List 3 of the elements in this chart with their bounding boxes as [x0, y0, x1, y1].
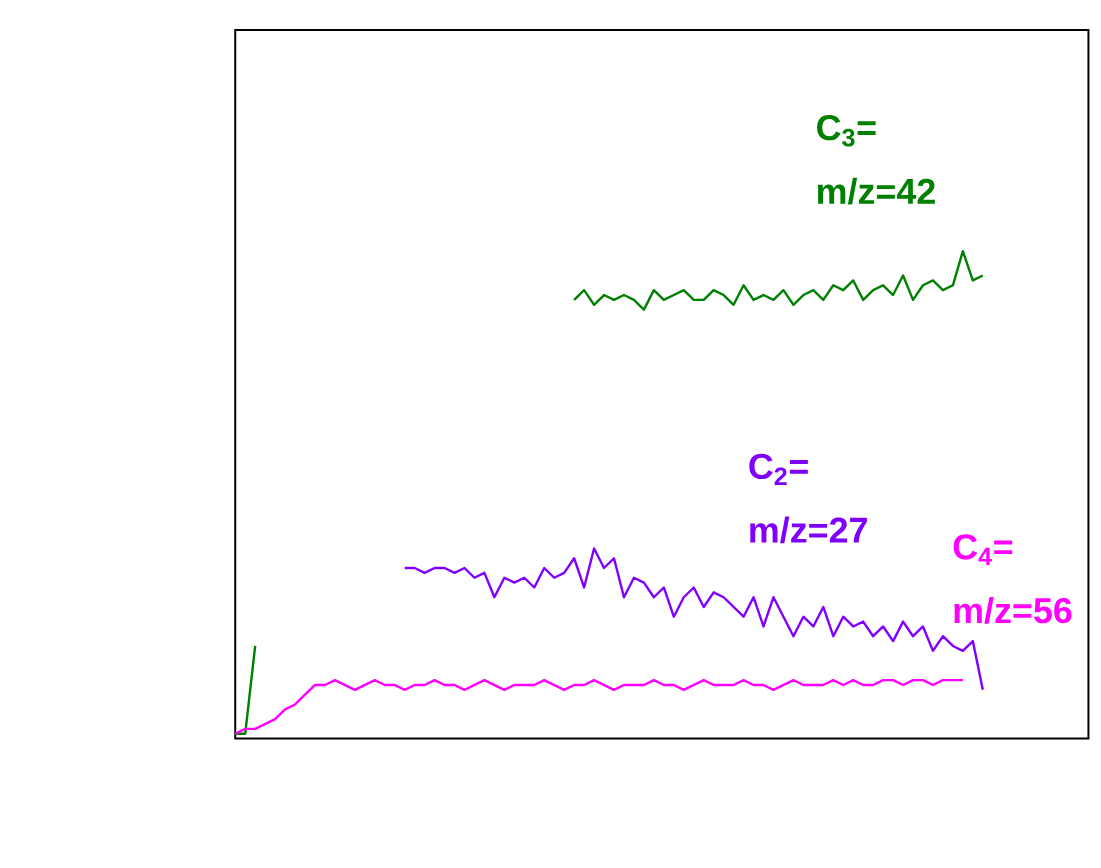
series-label: C$_{2}$= m/z=27 [749, 453, 867, 544]
series-label: C$_{4}$= m/z=56 [953, 534, 1072, 624]
series-label: C$_{3}$= m/z=42 [817, 114, 935, 205]
